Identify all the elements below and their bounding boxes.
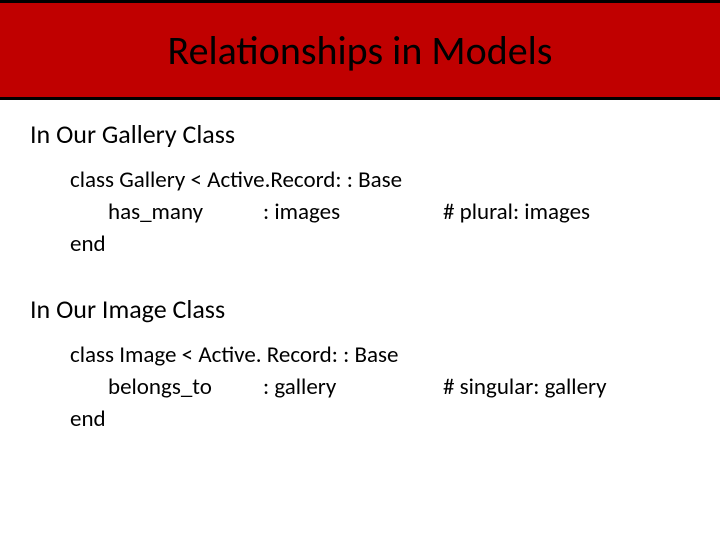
code-block-gallery: class Gallery < Active.Record: : Base ha…: [70, 164, 690, 261]
slide-title: Relationships in Models: [168, 26, 553, 75]
title-bar: Relationships in Models: [0, 0, 720, 100]
section-heading-image: In Our Image Class: [30, 293, 690, 325]
code-line: class Image < Active. Record: : Base: [70, 339, 690, 371]
code-line: has_many: images# plural: images: [70, 196, 690, 228]
section-heading-gallery: In Our Gallery Class: [30, 118, 690, 150]
code-line: end: [70, 403, 690, 435]
code-line: belongs_to: gallery# singular: gallery: [70, 371, 690, 403]
code-line: class Gallery < Active.Record: : Base: [70, 164, 690, 196]
code-line: end: [70, 228, 690, 260]
code-block-image: class Image < Active. Record: : Base bel…: [70, 339, 690, 436]
slide-content: In Our Gallery Class class Gallery < Act…: [0, 100, 720, 435]
